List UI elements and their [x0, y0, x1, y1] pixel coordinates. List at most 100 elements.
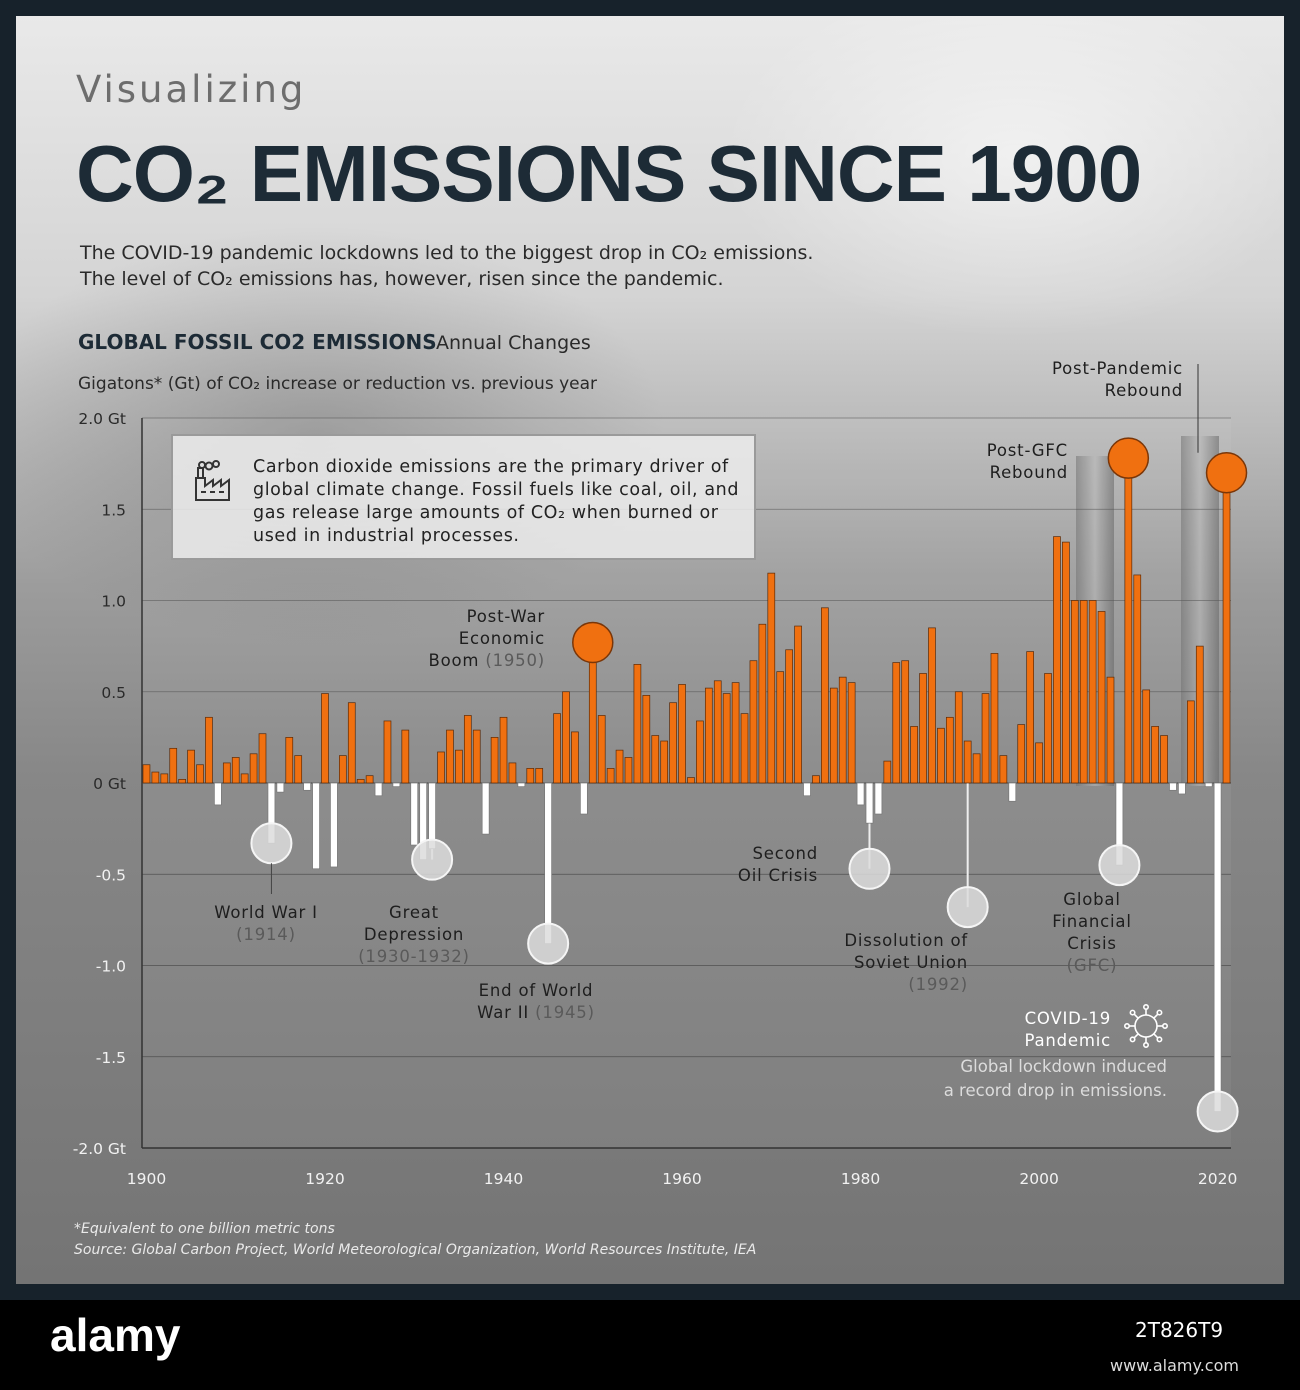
annotation-text: Pandemic — [1024, 1031, 1111, 1050]
infographic-frame: Visualizing CO₂ EMISSIONS SINCE 1900 The… — [0, 0, 1300, 1300]
annotation-text: Boom — [429, 651, 486, 670]
bar — [347, 702, 356, 784]
bar — [1026, 651, 1034, 784]
bar — [1133, 574, 1142, 784]
bar — [508, 762, 517, 784]
y-tick-label: -0.5 — [96, 866, 126, 884]
chart-subtitle: Annual Changes — [436, 332, 591, 354]
virus-icon — [1123, 1003, 1168, 1048]
annotation-text: World War I — [214, 903, 318, 922]
bar — [240, 773, 249, 784]
credit-image-id: 2T826T9 — [1135, 1318, 1224, 1342]
bar — [1106, 676, 1115, 784]
annotation-label: Great — [389, 903, 439, 922]
bar — [231, 757, 240, 784]
bar — [437, 751, 445, 784]
bar — [1053, 536, 1061, 784]
bar-chart: 2.0 Gt1.51.00.50 Gt-0.5-1.0-1.5-2.0 Gt19… — [73, 359, 1248, 1188]
annotation-text: Depression — [364, 925, 464, 944]
bar — [910, 726, 918, 784]
bar — [339, 755, 347, 784]
bar — [535, 768, 544, 784]
annotation-text: Oil Crisis — [738, 866, 818, 885]
bar — [562, 691, 570, 784]
bar — [472, 729, 481, 784]
annotation-label: (GFC) — [1067, 956, 1118, 975]
bar — [1204, 782, 1213, 787]
bar — [365, 775, 374, 784]
annotation-label: Second — [752, 844, 818, 863]
bar — [321, 693, 329, 784]
bar — [803, 782, 811, 797]
bar — [821, 607, 829, 784]
x-tick-label: 1980 — [841, 1170, 880, 1188]
bar — [865, 782, 874, 824]
annotation-marker — [572, 621, 614, 664]
bar — [669, 702, 677, 784]
bar — [990, 653, 999, 784]
y-axis-label: Gigatons* (Gt) of CO₂ increase or reduct… — [78, 374, 598, 394]
footnote: *Equivalent to one billion metric tons — [74, 1221, 335, 1237]
bar — [1160, 735, 1168, 784]
bar — [740, 713, 749, 784]
bar — [963, 740, 972, 784]
annotation-text: Economic — [459, 629, 545, 648]
bar — [678, 684, 686, 784]
credit-bar — [0, 1300, 1300, 1390]
bar — [731, 682, 740, 784]
annotation-text: Post-Pandemic — [1052, 359, 1183, 378]
annotation-label: Depression — [364, 925, 464, 944]
bar — [544, 782, 552, 944]
annotation-text: (1930-1932) — [358, 947, 470, 966]
bar — [945, 716, 954, 784]
annotation-text: Crisis — [1067, 934, 1116, 953]
chart-title: GLOBAL FOSSIL CO2 EMISSIONS — [78, 330, 437, 354]
annotation-label: Financial — [1052, 912, 1131, 931]
bar — [696, 720, 704, 784]
bar — [169, 747, 178, 784]
annotation-text: War II — [477, 1003, 535, 1022]
bar — [312, 782, 320, 870]
annotation-label: Post-Pandemic — [1052, 359, 1183, 378]
bar — [606, 768, 615, 784]
annotation-text: Financial — [1052, 912, 1131, 931]
annotation-label: Soviet Union — [854, 953, 968, 972]
bar — [392, 782, 401, 787]
bar — [954, 691, 963, 784]
annotation-marker — [848, 847, 891, 890]
y-tick-label: 1.0 — [101, 593, 126, 611]
bar — [1070, 600, 1079, 784]
annotation-text: Soviet Union — [854, 953, 968, 972]
bar — [1062, 541, 1070, 784]
bar — [1088, 600, 1097, 784]
credit-logo: alamy — [50, 1309, 181, 1361]
bar — [276, 782, 285, 793]
annotation-marker — [1098, 844, 1141, 887]
x-tick-label: 2020 — [1198, 1170, 1237, 1188]
annotation-text: Dissolution of — [844, 931, 968, 950]
bar — [356, 778, 365, 784]
annotation-label: (1914) — [236, 925, 296, 944]
intro-line-1: The COVID-19 pandemic lockdowns led to t… — [80, 242, 814, 264]
annotation-label: a record drop in emissions. — [944, 1081, 1167, 1100]
bar — [1097, 611, 1106, 784]
bar — [1044, 673, 1052, 784]
annotation-text: Great — [389, 903, 439, 922]
annotation-label: COVID-19 — [1025, 1009, 1111, 1028]
bar — [1178, 782, 1186, 795]
annotation-marker — [946, 886, 989, 929]
bar — [856, 782, 865, 806]
kicker: Visualizing — [76, 68, 307, 111]
bar — [249, 753, 258, 784]
bar — [937, 727, 945, 784]
bar — [285, 737, 294, 784]
infographic-panel: Visualizing CO₂ EMISSIONS SINCE 1900 The… — [16, 16, 1284, 1284]
annotation-label: (1930-1932) — [358, 947, 470, 966]
annotation-label: Crisis — [1067, 934, 1116, 953]
bar — [258, 733, 267, 784]
bar — [294, 755, 303, 784]
bar — [1222, 472, 1231, 784]
bar — [749, 660, 758, 784]
y-tick-label: -1.5 — [96, 1049, 126, 1067]
bar — [303, 782, 311, 791]
